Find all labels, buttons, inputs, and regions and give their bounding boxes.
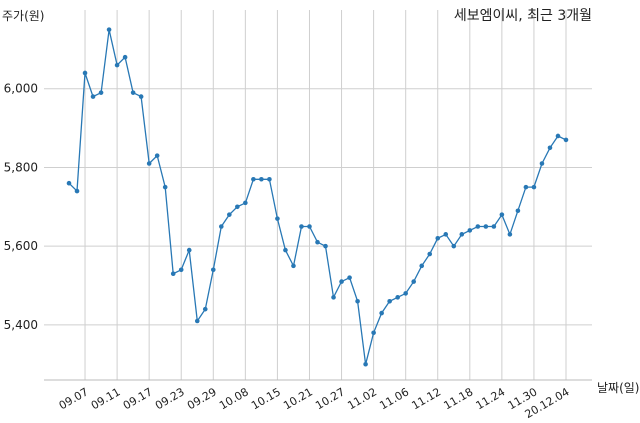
- price-point: [395, 295, 400, 300]
- price-point: [114, 62, 120, 68]
- y-tick-label: 5,800: [4, 160, 38, 174]
- price-point: [235, 204, 240, 210]
- price-point: [387, 298, 392, 304]
- price-point: [547, 145, 553, 151]
- price-point: [74, 188, 80, 194]
- x-tick-label: 09.29: [185, 385, 219, 412]
- price-point: [555, 133, 561, 139]
- x-tick-label: 11.12: [409, 385, 443, 412]
- price-point: [66, 180, 72, 186]
- price-point: [275, 216, 280, 221]
- x-tick-label: 10.08: [217, 385, 251, 412]
- price-point: [467, 228, 473, 233]
- y-tick-label: 6,000: [4, 82, 38, 96]
- price-point: [106, 27, 112, 32]
- chart-title: 세보엠이씨, 최근 3개월: [454, 8, 592, 24]
- price-point: [427, 251, 433, 257]
- price-point: [411, 279, 416, 284]
- x-tick-label: 09.11: [89, 385, 123, 412]
- price-point: [307, 224, 312, 229]
- price-point: [154, 153, 160, 158]
- price-point: [459, 232, 465, 237]
- price-point: [259, 176, 264, 182]
- price-point: [483, 224, 489, 229]
- price-point: [379, 310, 384, 316]
- price-point: [523, 184, 529, 190]
- price-point: [210, 267, 216, 273]
- x-tick-label: 11.02: [345, 385, 379, 412]
- price-point: [539, 161, 545, 166]
- price-point: [443, 232, 449, 237]
- price-point: [170, 271, 176, 277]
- price-point: [267, 176, 272, 182]
- price-point: [507, 232, 513, 237]
- price-point: [451, 243, 457, 249]
- x-tick-label: 10.27: [313, 385, 347, 412]
- price-point: [315, 239, 320, 245]
- price-point: [186, 247, 192, 253]
- price-point: [371, 330, 376, 336]
- price-point: [162, 184, 168, 190]
- price-point: [419, 263, 425, 269]
- price-point: [194, 318, 200, 324]
- grid-layer: [44, 10, 592, 380]
- y-axis-label: 주가(원): [2, 9, 44, 23]
- price-point: [331, 295, 336, 300]
- price-point: [499, 212, 505, 217]
- axis-layer: 5,400 5,600 5,800 6,000 09.0709.1109.1709.23…: [4, 82, 592, 421]
- y-tick-label: 5,600: [4, 239, 38, 253]
- price-point: [355, 298, 360, 304]
- price-point: [98, 90, 104, 95]
- price-point: [491, 224, 497, 229]
- price-point: [531, 184, 537, 190]
- price-point: [243, 200, 248, 206]
- price-line: [68, 29, 567, 365]
- price-point: [563, 137, 569, 143]
- x-tick-label: 11.18: [442, 385, 476, 412]
- price-point: [82, 70, 88, 76]
- y-tick-label: 5,400: [4, 318, 38, 332]
- x-tick-label: 09.23: [153, 385, 187, 412]
- price-point: [435, 235, 441, 241]
- price-point: [219, 224, 224, 229]
- x-tick-label: 11.06: [377, 385, 411, 412]
- price-point: [475, 224, 481, 229]
- price-point: [515, 208, 521, 214]
- price-point: [339, 279, 344, 284]
- price-point: [130, 90, 136, 95]
- price-point: [90, 94, 96, 99]
- price-point: [146, 161, 152, 166]
- price-point: [251, 176, 256, 182]
- x-tick-label: 10.15: [249, 385, 283, 412]
- x-axis-label: 날짜(일): [597, 381, 639, 395]
- price-point: [291, 263, 296, 269]
- price-point: [323, 243, 328, 249]
- price-point: [178, 267, 184, 273]
- price-point: [122, 54, 128, 60]
- x-tick-label: 09.17: [121, 385, 155, 412]
- price-point: [299, 224, 304, 229]
- price-point: [363, 361, 368, 367]
- x-tick-label: 10.21: [281, 385, 315, 412]
- price-point: [403, 291, 408, 296]
- price-point: [283, 247, 288, 253]
- price-point: [202, 306, 208, 312]
- price-point: [227, 212, 232, 217]
- series-layer: [66, 27, 569, 367]
- price-point: [347, 275, 352, 280]
- x-tick-label: 11.24: [474, 385, 508, 412]
- price-point: [138, 94, 144, 99]
- x-tick-label: 09.07: [57, 385, 91, 412]
